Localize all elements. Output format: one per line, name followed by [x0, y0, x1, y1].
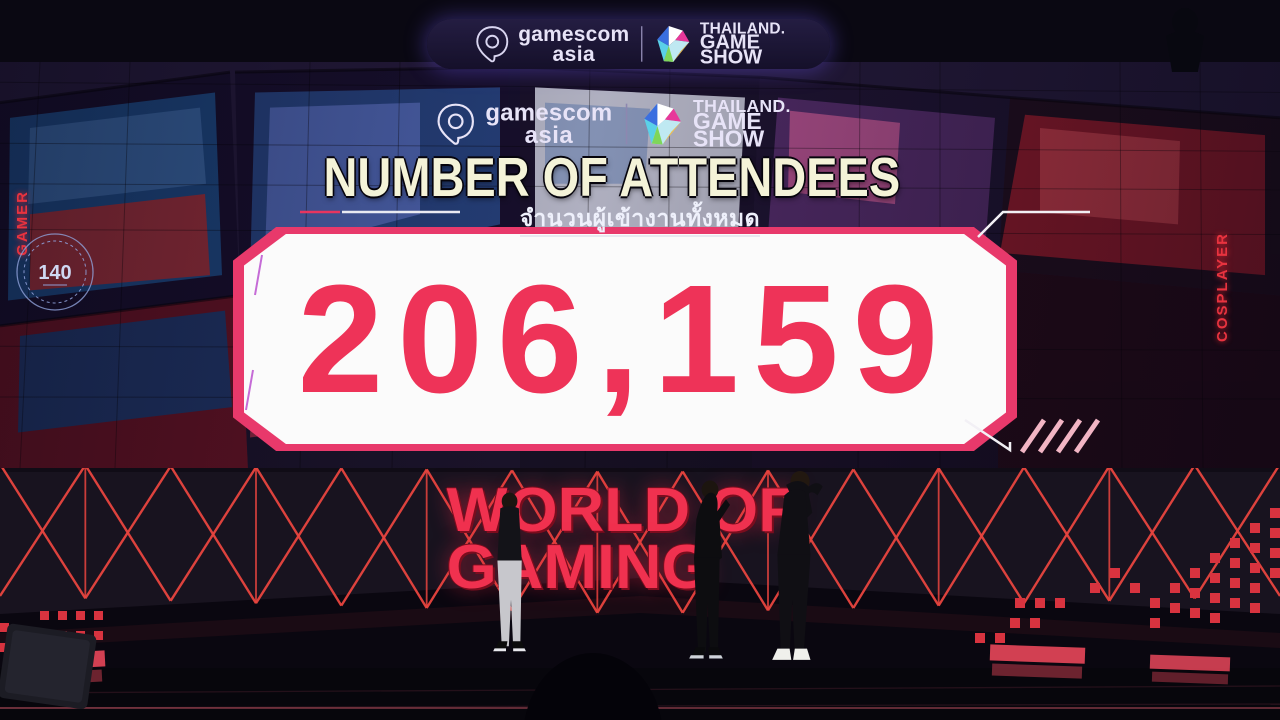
svg-text:140: 140: [38, 262, 71, 284]
